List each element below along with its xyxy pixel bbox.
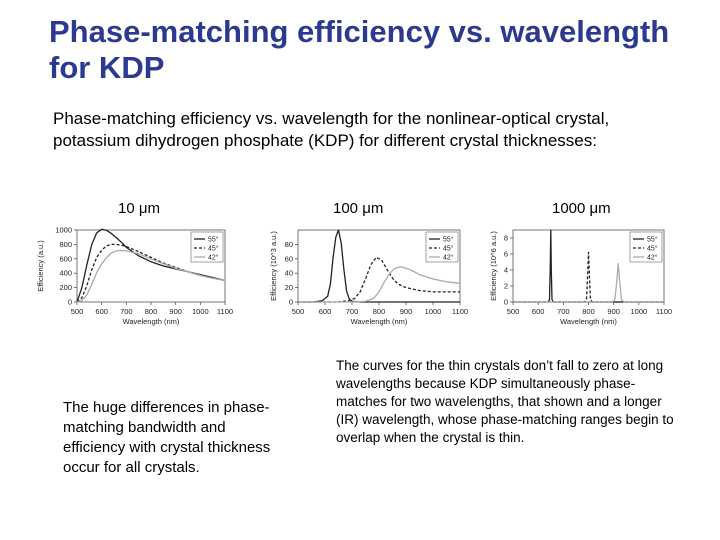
legend-entry: 45° — [647, 245, 658, 253]
chart-1000um: 500 600 700 800 900 1000 1100 0 2 4 6 8 Wavelength (… — [489, 229, 672, 326]
legend-entry: 45° — [208, 245, 219, 253]
panel-label-100um: 100 μm — [333, 200, 384, 217]
y-tick-label: 1000 — [55, 226, 72, 235]
note-right: The curves for the thin crystals don’t f… — [336, 358, 674, 445]
y-tick-label: 0 — [289, 298, 293, 307]
x-tick-label: 700 — [346, 307, 359, 316]
y-tick-label: 600 — [59, 254, 72, 263]
x-tick-label: 500 — [507, 307, 520, 316]
y-tick-label: 80 — [285, 240, 293, 249]
panel-label-10um: 10 μm — [118, 200, 160, 217]
series-line-2 — [513, 251, 664, 303]
series-line-1 — [298, 229, 460, 303]
series-line-3 — [76, 249, 226, 303]
panel-label-1000um: 1000 μm — [552, 200, 611, 217]
legend-entry: 45° — [443, 245, 454, 253]
series-line-1 — [513, 229, 664, 303]
x-tick-label: 1100 — [452, 307, 468, 316]
x-tick-label: 500 — [71, 307, 84, 316]
legend-entry: 42° — [443, 254, 454, 262]
x-axis-label: Wavelength (nm) — [123, 317, 180, 326]
legend-entry: 55° — [647, 236, 658, 244]
x-tick-label: 500 — [292, 307, 305, 316]
x-tick-label: 900 — [169, 307, 182, 316]
series-line-2 — [298, 256, 460, 303]
x-tick-label: 600 — [319, 307, 332, 316]
x-tick-label: 1100 — [217, 307, 233, 316]
y-tick-label: 6 — [504, 250, 508, 259]
x-tick-label: 600 — [95, 307, 108, 316]
chart-10um: 500 600 700 800 900 1000 1100 0 200 400 600 800 1000… — [36, 226, 233, 327]
y-axis-label: Efficiency (10^6 a.u.) — [489, 231, 498, 301]
x-tick-label: 800 — [582, 307, 595, 316]
x-tick-label: 800 — [373, 307, 386, 316]
legend-entry: 42° — [208, 254, 219, 262]
x-tick-label: 1000 — [192, 307, 209, 316]
slide-title: Phase-matching efficiency vs. wavelength… — [49, 14, 670, 85]
x-tick-label: 700 — [557, 307, 570, 316]
chart-100um: 500 600 700 800 900 1000 1100 0 20 40 60 80 Waveleng… — [269, 229, 468, 326]
x-tick-label: 1000 — [630, 307, 647, 316]
y-axis-label: Efficiency (a.u.) — [36, 240, 45, 292]
y-tick-label: 20 — [285, 283, 293, 292]
intro-text: Phase-matching efficiency vs. wavelength… — [53, 109, 610, 150]
y-tick-label: 40 — [285, 269, 293, 278]
y-tick-label: 0 — [504, 298, 508, 307]
y-tick-label: 8 — [504, 234, 508, 243]
y-tick-label: 0 — [68, 298, 72, 307]
y-tick-label: 60 — [285, 254, 293, 263]
legend-entry: 55° — [443, 236, 454, 244]
y-axis-label: Efficiency (10^3 a.u.) — [269, 231, 278, 301]
note-left: The huge differences in phase-matching b… — [63, 399, 271, 476]
x-axis-label: Wavelength (nm) — [560, 317, 617, 326]
x-tick-label: 900 — [607, 307, 620, 316]
legend-entry: 42° — [647, 254, 658, 262]
y-tick-label: 4 — [504, 266, 508, 275]
y-tick-label: 2 — [504, 282, 508, 291]
x-tick-label: 800 — [145, 307, 158, 316]
x-tick-label: 700 — [120, 307, 133, 316]
x-tick-label: 600 — [532, 307, 545, 316]
y-tick-label: 400 — [59, 269, 72, 278]
x-axis-label: Wavelength (nm) — [351, 317, 408, 326]
series-line-3 — [513, 262, 664, 303]
y-tick-label: 800 — [59, 240, 72, 249]
y-tick-label: 200 — [59, 283, 72, 292]
x-tick-label: 1000 — [425, 307, 442, 316]
series-line-3 — [298, 266, 461, 303]
x-tick-label: 1100 — [656, 307, 672, 316]
x-tick-label: 900 — [400, 307, 413, 316]
legend-entry: 55° — [208, 236, 219, 244]
